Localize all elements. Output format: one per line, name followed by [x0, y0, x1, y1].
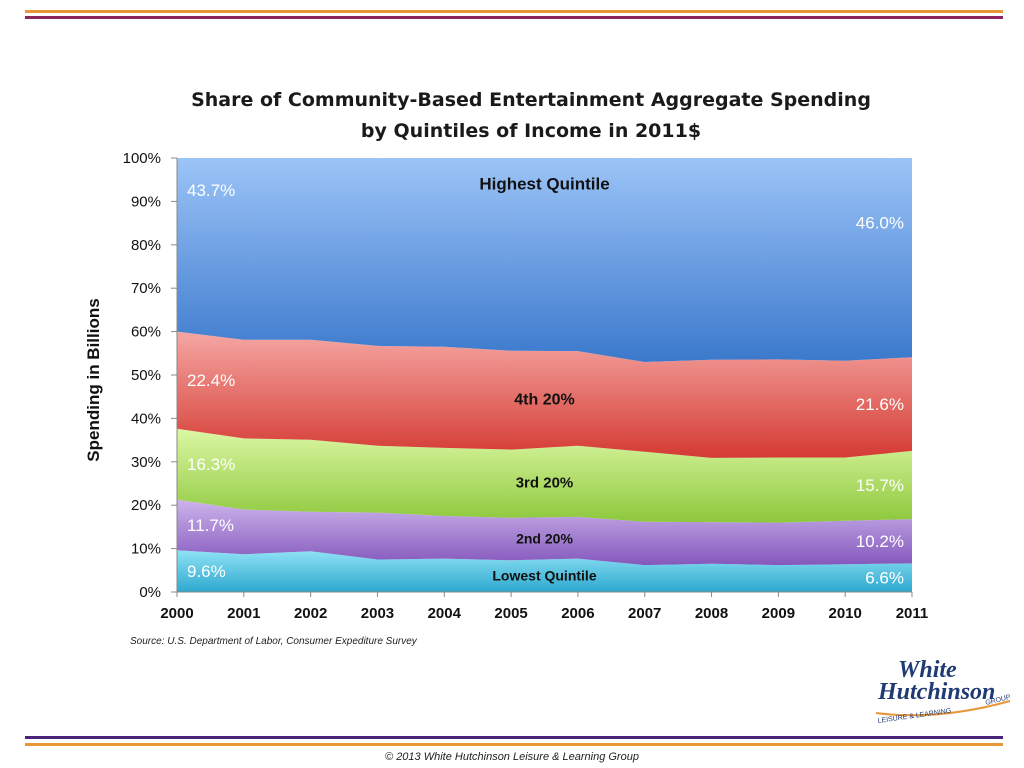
x-tick-label: 2008: [695, 605, 728, 622]
bottom-orange-rule: [25, 743, 1003, 746]
value-label-last-4th-20: 21.6%: [856, 395, 904, 414]
x-tick-label: 2006: [561, 605, 594, 622]
x-tick-label: 2011: [896, 605, 929, 622]
y-tick-label: 20%: [131, 497, 161, 514]
x-tick-label: 2000: [160, 605, 193, 622]
value-label-first-3rd-20: 16.3%: [187, 455, 235, 474]
value-label-first-lowest-quintile: 9.6%: [187, 562, 226, 581]
logo-tagline-left: LEISURE & LEARNING: [877, 708, 952, 725]
y-tick-label: 10%: [131, 541, 161, 558]
area-3rd-20: [177, 428, 912, 523]
y-tick-label: 30%: [131, 454, 161, 471]
area-highest-quintile: [177, 158, 912, 362]
x-tick-label: 2007: [628, 605, 661, 622]
y-tick-label: 80%: [131, 237, 161, 254]
chart-title-line-1: Share of Community-Based Entertainment A…: [191, 89, 871, 111]
value-label-first-highest-quintile: 43.7%: [187, 181, 235, 200]
series-name-lowest-quintile: Lowest Quintile: [492, 568, 596, 584]
x-tick-label: 2010: [828, 605, 861, 622]
logo-line-2: Hutchinson: [877, 679, 995, 705]
y-axis-label: Spending in Billions: [84, 298, 103, 461]
value-label-last-3rd-20: 15.7%: [856, 476, 904, 495]
x-tick-label: 2005: [494, 605, 527, 622]
series-name-2nd-20: 2nd 20%: [516, 530, 573, 546]
logo-swoosh: [875, 700, 1011, 717]
x-tick-label: 2003: [361, 605, 394, 622]
chart: Share of Community-Based Entertainment A…: [84, 89, 929, 622]
value-label-first-4th-20: 22.4%: [187, 371, 235, 390]
top-orange-rule: [25, 10, 1003, 13]
area-2nd-20: [177, 499, 912, 566]
area-lowest-quintile: [177, 550, 912, 592]
series-name-4th-20: 4th 20%: [514, 391, 574, 408]
y-tick-label: 50%: [131, 367, 161, 384]
y-tick-label: 0%: [139, 584, 161, 601]
chart-title-line-2: by Quintiles of Income in 2011$: [361, 120, 701, 142]
logo-line-1: White: [898, 657, 957, 683]
value-label-first-2nd-20: 11.7%: [187, 516, 234, 535]
white-hutchinson-logo: White Hutchinson LEISURE & LEARNING GROU…: [875, 657, 1012, 725]
value-label-last-2nd-20: 10.2%: [856, 532, 904, 551]
series-name-highest-quintile: Highest Quintile: [479, 174, 609, 193]
y-tick-label: 40%: [131, 410, 161, 427]
value-label-last-highest-quintile: 46.0%: [856, 214, 904, 233]
x-tick-label: 2009: [762, 605, 795, 622]
x-tick-label: 2004: [428, 605, 462, 622]
y-tick-label: 70%: [131, 280, 161, 297]
copyright-notice: © 2013 White Hutchinson Leisure & Learni…: [385, 751, 639, 763]
series-name-3rd-20: 3rd 20%: [516, 475, 574, 492]
bottom-purple-rule: [25, 736, 1003, 739]
y-tick-label: 90%: [131, 193, 161, 210]
area-4th-20: [177, 331, 912, 458]
y-tick-label: 100%: [123, 150, 161, 167]
x-tick-label: 2001: [227, 605, 260, 622]
source-note: Source: U.S. Department of Labor, Consum…: [130, 636, 417, 647]
value-label-last-lowest-quintile: 6.6%: [865, 569, 904, 588]
x-tick-label: 2002: [294, 605, 327, 622]
y-tick-label: 60%: [131, 324, 161, 341]
top-purple-rule: [25, 16, 1003, 19]
